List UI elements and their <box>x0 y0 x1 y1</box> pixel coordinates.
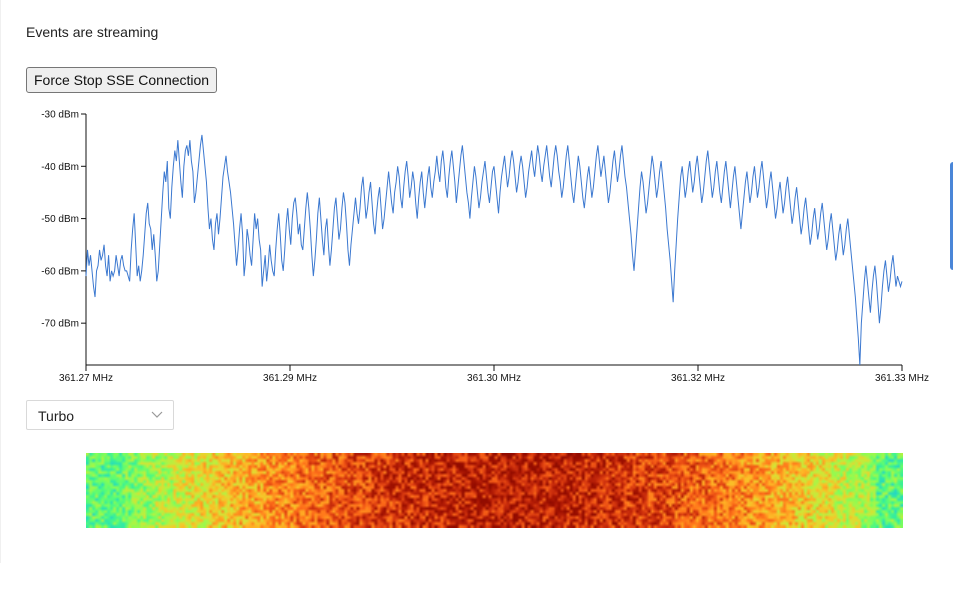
force-stop-sse-button[interactable]: Force Stop SSE Connection <box>26 67 218 93</box>
x-tick-label: 361.32 MHz <box>671 373 725 384</box>
spectrum-line-chart: -30 dBm -40 dBm -50 dBm -60 dBm -70 dBm 361.… <box>41 110 929 385</box>
y-tick-label: -40 dBm <box>41 162 79 173</box>
colormap-select-value: Turbo <box>38 408 75 424</box>
chevron-down-icon <box>151 411 163 418</box>
x-axis: 361.27 MHz 361.29 MHz 361.30 MHz 361.32 MHz… <box>59 364 929 384</box>
y-tick-label: -60 dBm <box>41 266 79 277</box>
y-tick-label: -30 dBm <box>41 110 79 121</box>
spectrum-series-line <box>85 134 903 366</box>
x-tick-label: 361.27 MHz <box>59 373 113 384</box>
y-tick-label: -50 dBm <box>41 214 79 225</box>
x-tick-label: 361.30 MHz <box>467 373 521 384</box>
y-axis: -30 dBm -40 dBm -50 dBm -60 dBm -70 dBm <box>41 110 87 365</box>
side-panel-tab[interactable] <box>950 162 953 270</box>
colormap-select[interactable]: Turbo <box>26 400 174 430</box>
y-tick-label: -70 dBm <box>41 319 79 330</box>
waterfall-spectrogram <box>86 453 903 528</box>
page-left-rule <box>0 0 1 563</box>
stream-status-text: Events are streaming <box>26 24 159 40</box>
x-tick-label: 361.33 MHz <box>875 373 929 384</box>
x-tick-label: 361.29 MHz <box>263 373 317 384</box>
